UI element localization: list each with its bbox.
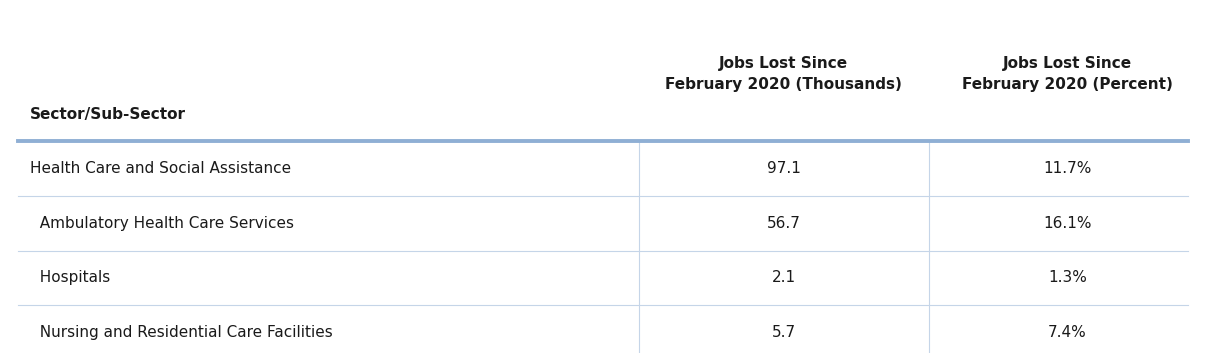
- Text: 16.1%: 16.1%: [1043, 216, 1091, 231]
- Text: 1.3%: 1.3%: [1048, 270, 1087, 286]
- Text: 97.1: 97.1: [767, 161, 801, 176]
- Text: Nursing and Residential Care Facilities: Nursing and Residential Care Facilities: [30, 325, 333, 340]
- Text: Ambulatory Health Care Services: Ambulatory Health Care Services: [30, 216, 294, 231]
- Text: Hospitals: Hospitals: [30, 270, 111, 286]
- Text: Sector/Sub-Sector: Sector/Sub-Sector: [30, 107, 186, 122]
- Text: 7.4%: 7.4%: [1048, 325, 1087, 340]
- Text: Jobs Lost Since
February 2020 (Thousands): Jobs Lost Since February 2020 (Thousands…: [666, 56, 902, 92]
- Text: 5.7: 5.7: [772, 325, 796, 340]
- Text: 11.7%: 11.7%: [1043, 161, 1091, 176]
- Text: 56.7: 56.7: [767, 216, 801, 231]
- Text: 2.1: 2.1: [772, 270, 796, 286]
- Text: Health Care and Social Assistance: Health Care and Social Assistance: [30, 161, 292, 176]
- Text: Jobs Lost Since
February 2020 (Percent): Jobs Lost Since February 2020 (Percent): [962, 56, 1172, 92]
